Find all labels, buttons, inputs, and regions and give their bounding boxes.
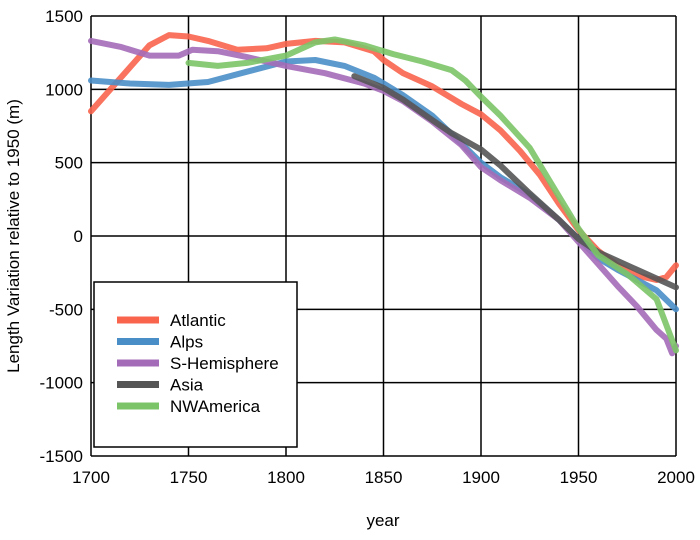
legend-label: Atlantic <box>170 311 226 330</box>
legend-label: S-Hemisphere <box>170 354 279 373</box>
y-tick-label: -500 <box>49 300 83 319</box>
x-tick-label: 1750 <box>170 468 208 487</box>
legend-label: Alps <box>170 333 203 352</box>
x-tick-label: 1950 <box>560 468 598 487</box>
y-axis-label: Length Variation relative to 1950 (m) <box>4 99 23 373</box>
x-axis-label: year <box>366 511 399 530</box>
legend-label: Asia <box>170 376 204 395</box>
x-tick-label: 1900 <box>462 468 500 487</box>
y-tick-label: 1500 <box>45 7 83 26</box>
legend-label: NWAmerica <box>170 397 261 416</box>
x-tick-label: 1700 <box>72 468 110 487</box>
y-tick-label: 1000 <box>45 80 83 99</box>
y-tick-label: -1000 <box>40 374 83 393</box>
legend: Atlantic Alps S-Hemisphere Asia NWAmerica <box>93 281 298 448</box>
x-tick-label: 2000 <box>657 468 695 487</box>
y-tick-label: -1500 <box>40 447 83 466</box>
series-line-nwamerica <box>185 36 679 354</box>
series-lines <box>88 32 679 357</box>
x-tick-label: 1800 <box>267 468 305 487</box>
series-line-asia <box>351 73 679 291</box>
y-tick-label: 500 <box>55 154 83 173</box>
y-tick-labels: 1500 1000 500 0 -500 -1000 -1500 <box>40 7 83 466</box>
x-tick-labels: 1700 1750 1800 1850 1900 1950 2000 <box>72 468 695 487</box>
y-tick-label: 0 <box>74 227 83 246</box>
x-tick-label: 1850 <box>365 468 403 487</box>
